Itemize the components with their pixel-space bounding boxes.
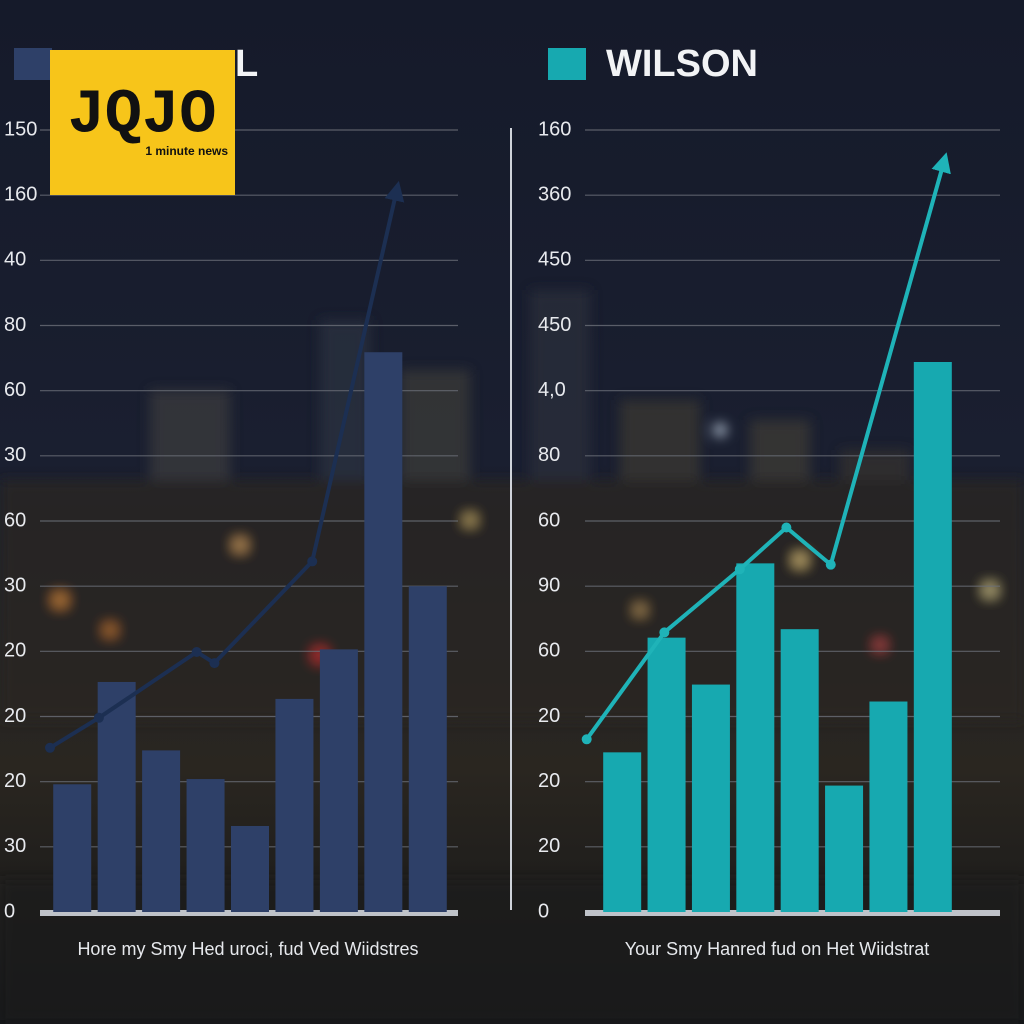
y-tick-label: 0: [538, 900, 549, 922]
line-point: [45, 742, 55, 753]
y-tick-label: 60: [4, 379, 26, 401]
bar: [53, 784, 92, 912]
line-point: [209, 658, 220, 669]
bar: [869, 701, 908, 912]
y-tick-label: 20: [538, 770, 560, 792]
bar: [780, 629, 819, 912]
logo-box: [50, 50, 235, 195]
line-point: [734, 564, 745, 575]
line-point: [659, 627, 670, 638]
y-tick-label: 4,0: [538, 379, 566, 401]
bar: [97, 681, 136, 912]
legend-label: WILSON: [606, 43, 758, 85]
bar: [364, 352, 403, 912]
bar: [913, 361, 952, 912]
bar: [408, 586, 447, 912]
y-tick-label: 450: [538, 249, 571, 271]
line-point: [825, 559, 836, 570]
legend-swatch: [14, 48, 52, 80]
bar: [231, 825, 269, 912]
y-tick-label: 450: [538, 314, 571, 336]
y-tick-label: 20: [538, 835, 560, 857]
bar: [736, 563, 775, 912]
y-tick-label: 160: [4, 183, 37, 205]
y-tick-label: 360: [538, 183, 571, 205]
y-tick-label: 90: [538, 574, 560, 596]
y-tick-label: 30: [4, 444, 26, 466]
bar: [275, 698, 314, 912]
x-axis-label: Hore my Smy Hed uroci, fud Ved Wiidstres: [77, 939, 418, 959]
bar: [142, 750, 181, 912]
line-point: [581, 734, 592, 745]
y-tick-label: 20: [538, 705, 560, 727]
y-tick-label: 40: [4, 249, 26, 271]
y-tick-label: 20: [4, 705, 26, 727]
line-point: [93, 712, 104, 723]
bar: [825, 785, 864, 912]
bar: [603, 752, 642, 912]
line-point: [191, 646, 202, 657]
y-tick-label: 30: [4, 574, 26, 596]
y-tick-label: 160: [538, 118, 571, 140]
logo-tagline: 1 minute news: [145, 144, 228, 158]
trend-line: [48, 180, 405, 750]
y-tick-label: 60: [4, 509, 26, 531]
y-tick-label: 0: [4, 900, 15, 922]
legend-swatch: [548, 48, 586, 80]
y-tick-label: 30: [4, 835, 26, 857]
y-tick-label: 80: [538, 444, 560, 466]
y-tick-label: 20: [4, 770, 26, 792]
logo-text: JQJO: [68, 79, 217, 150]
bar: [186, 779, 225, 912]
line-point: [781, 522, 792, 533]
y-tick-label: 80: [4, 314, 26, 336]
bar: [647, 637, 686, 912]
bar: [691, 684, 730, 912]
charts: 0 30 20 20 20 30 60 30 60 80 40 160 150 Hore my Smy H…: [4, 43, 1000, 959]
bar: [319, 649, 358, 912]
y-tick-label: 20: [4, 640, 26, 662]
y-tick-label: 60: [538, 509, 560, 531]
x-axis-label: Your Smy Hanred fud on Het Wiidstrat: [625, 939, 929, 959]
y-tick-label: 60: [538, 640, 560, 662]
trend-line: [585, 152, 951, 741]
legend-label: L: [235, 43, 258, 85]
y-tick-label: 150: [4, 118, 37, 140]
line-point: [307, 556, 318, 567]
